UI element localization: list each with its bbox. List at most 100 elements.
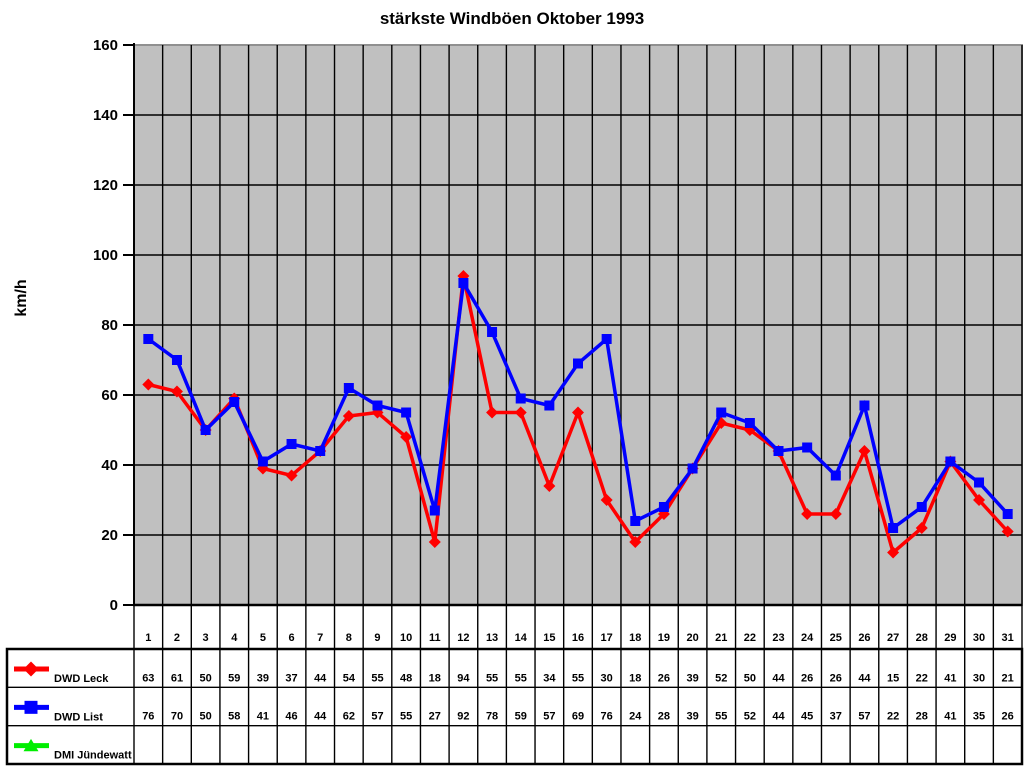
y-tick-label: 0 [110, 597, 118, 614]
y-tick-label: 40 [101, 457, 118, 474]
table-cell-value: 61 [171, 672, 183, 684]
table-cell-value: 52 [744, 711, 756, 723]
table-cell-value: 76 [142, 711, 154, 723]
series-marker-diamond [887, 546, 900, 559]
table-cell-value: 28 [658, 711, 670, 723]
series-marker-square [601, 334, 612, 344]
x-day-label: 22 [744, 632, 756, 644]
x-day-label: 5 [260, 632, 266, 644]
series-marker-diamond [1001, 525, 1014, 538]
table-cell-value: 57 [371, 711, 383, 723]
table-cell-value: 39 [686, 672, 698, 684]
series-marker-square [544, 400, 555, 411]
table-cell-value: 46 [285, 711, 297, 723]
table-cell-value: 55 [400, 711, 412, 723]
series-marker-diamond [973, 494, 986, 506]
series-marker-square [573, 358, 583, 369]
series-marker-square [429, 505, 440, 516]
series-marker-square [888, 523, 899, 533]
x-day-label: 1 [145, 632, 151, 644]
table-cell-value: 50 [199, 672, 211, 684]
table-cell-value: 26 [1002, 711, 1014, 723]
x-day-label: 19 [658, 632, 670, 644]
x-day-label: 26 [858, 632, 870, 644]
series-marker-square [687, 463, 698, 474]
table-cell-value: 39 [686, 711, 698, 723]
y-tick-label: 60 [101, 387, 118, 404]
x-day-label: 12 [457, 632, 469, 644]
series-marker-diamond [285, 469, 298, 482]
table-cell-value: 37 [285, 672, 297, 684]
legend-marker-diamond [23, 661, 39, 677]
table-cell-value: 27 [429, 711, 441, 723]
series-marker-diamond [600, 494, 613, 506]
series-marker-square [401, 407, 412, 418]
x-day-label: 27 [887, 632, 899, 644]
table-cell-value: 92 [457, 711, 469, 723]
x-day-label: 31 [1002, 632, 1014, 644]
table-cell-value: 44 [314, 711, 327, 723]
series-marker-square [744, 418, 755, 428]
x-day-label: 25 [830, 632, 842, 644]
legend-marker-triangle [23, 738, 39, 752]
series-marker-square [916, 502, 927, 512]
series-marker-diamond [170, 385, 183, 398]
x-day-label: 28 [916, 632, 928, 644]
table-cell-value: 57 [858, 711, 870, 723]
table-cell-value: 22 [916, 672, 928, 684]
series-marker-square [171, 355, 182, 365]
table-cell-value: 26 [658, 672, 670, 684]
series-marker-square [286, 439, 297, 449]
series-marker-square [859, 400, 870, 411]
series-marker-square [1002, 509, 1013, 519]
y-tick-label: 80 [101, 317, 118, 334]
table-cell-value: 22 [887, 711, 899, 723]
table-cell-value: 15 [887, 672, 899, 684]
table-cell-value: 30 [973, 672, 985, 684]
x-day-label: 14 [515, 632, 528, 644]
table-cell-value: 62 [343, 711, 355, 723]
series-marker-square [372, 400, 383, 411]
series-marker-diamond [142, 378, 155, 391]
series-marker-diamond [572, 406, 584, 419]
table-cell-value: 34 [543, 672, 556, 684]
legend-label: DWD Leck [54, 673, 109, 685]
x-day-label: 7 [317, 632, 323, 644]
y-tick-label: 120 [93, 177, 118, 194]
table-cell-value: 54 [343, 672, 356, 684]
table-cell-value: 26 [830, 672, 842, 684]
table-cell-value: 41 [944, 711, 956, 723]
table-cell-value: 41 [257, 711, 269, 723]
table-cell-value: 18 [629, 672, 641, 684]
table-cell-value: 24 [629, 711, 642, 723]
table-cell-value: 44 [858, 672, 871, 684]
series-marker-square [830, 470, 841, 481]
series-marker-square [143, 334, 154, 344]
x-day-label: 3 [203, 632, 209, 644]
table-cell-value: 55 [371, 672, 383, 684]
table-cell-value: 28 [916, 711, 928, 723]
table-cell-value: 70 [171, 711, 183, 723]
series-marker-diamond [858, 445, 871, 457]
y-tick-label: 160 [93, 37, 118, 54]
series-marker-diamond [342, 410, 355, 422]
table-cell-value: 50 [744, 672, 756, 684]
legend-marker-square [24, 700, 38, 714]
table-cell-value: 59 [228, 672, 240, 684]
table-cell-value: 59 [515, 711, 527, 723]
x-day-label: 4 [231, 632, 238, 644]
x-day-label: 6 [288, 632, 294, 644]
series-marker-diamond [428, 536, 441, 548]
series-marker-square [630, 516, 641, 526]
x-day-label: 29 [944, 632, 956, 644]
chart-title: stärkste Windböen Oktober 1993 [379, 9, 645, 28]
table-cell-value: 76 [601, 711, 613, 723]
x-day-label: 10 [400, 632, 412, 644]
series-marker-square [773, 446, 784, 456]
table-cell-value: 55 [515, 672, 527, 684]
x-day-label: 9 [374, 632, 380, 644]
table-cell-value: 44 [772, 672, 785, 684]
x-day-label: 30 [973, 632, 985, 644]
series-marker-square [974, 477, 985, 488]
